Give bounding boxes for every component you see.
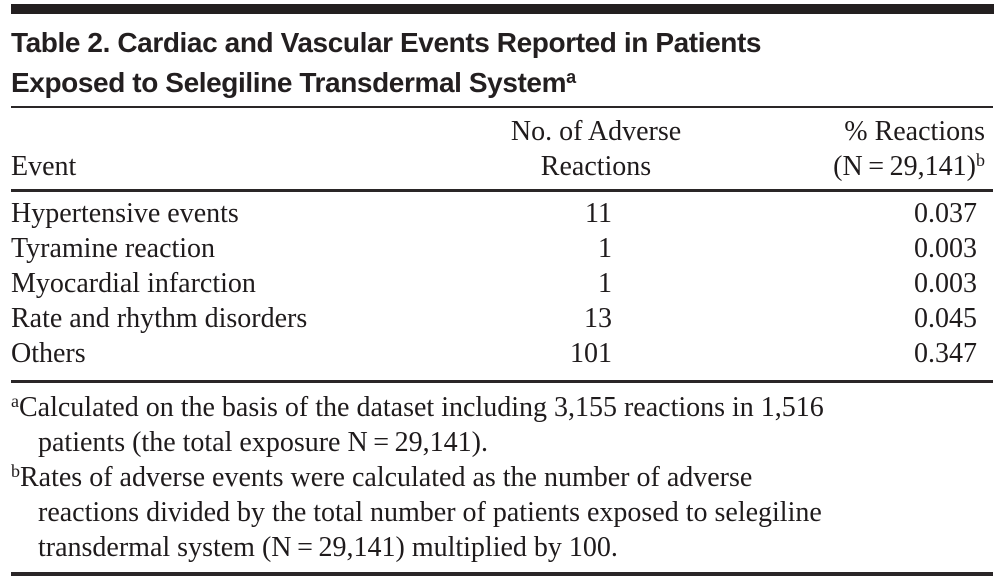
pct-cell: 0.003 (914, 268, 977, 299)
pct-cell: 0.347 (914, 338, 977, 369)
pct-cell: 0.045 (914, 303, 977, 334)
footnote-b: bRates of adverse events were calculated… (11, 461, 822, 563)
pct-cell: 0.037 (914, 198, 977, 229)
footnotes: aCalculated on the basis of the dataset … (11, 390, 993, 565)
event-cell: Others (11, 338, 86, 369)
divider-above-footnotes (11, 380, 993, 383)
title-line-1: Table 2. Cardiac and Vascular Events Rep… (11, 27, 762, 58)
reactions-cell: 13 (584, 303, 612, 334)
column-header-adverse-reactions: No. of Adverse Reactions (510, 116, 682, 182)
event-cell: Rate and rhythm disorders (11, 303, 308, 334)
footnote-a: aCalculated on the basis of the dataset … (11, 391, 824, 458)
table-row: Tyramine reaction 1 0.003 (11, 231, 993, 266)
column-header-event: Event (11, 151, 77, 182)
title-line-2: Exposed to Selegiline Transdermal System… (11, 67, 576, 98)
header-superscript: b (976, 150, 985, 170)
table-row: Others 101 0.347 (11, 336, 993, 371)
top-rule-bar (11, 4, 994, 14)
table-body: Hypertensive events 11 0.037 Tyramine re… (0, 196, 1004, 371)
reactions-cell: 11 (585, 198, 612, 229)
table-row: Hypertensive events 11 0.037 (11, 196, 993, 231)
footnote-a-marker: a (11, 391, 19, 411)
column-header-pct-reactions: % Reactions (N = 29,141)b (833, 116, 985, 182)
table-title: Table 2. Cardiac and Vascular Events Rep… (11, 23, 993, 103)
table-row: Rate and rhythm disorders 13 0.045 (11, 301, 993, 336)
divider-under-header (11, 189, 993, 192)
bottom-rule-bar (11, 572, 993, 576)
reactions-cell: 1 (598, 268, 612, 299)
event-cell: Hypertensive events (11, 198, 239, 229)
table-row: Myocardial infarction 1 0.003 (11, 266, 993, 301)
footnote-b-marker: b (11, 461, 20, 481)
title-superscript: a (566, 67, 576, 87)
reactions-cell: 101 (570, 338, 612, 369)
divider-under-title (11, 106, 993, 108)
pct-cell: 0.003 (914, 233, 977, 264)
reactions-cell: 1 (598, 233, 612, 264)
table-header-row: Event No. of Adverse Reactions % Reactio… (11, 114, 993, 184)
event-cell: Tyramine reaction (11, 233, 216, 264)
event-cell: Myocardial infarction (11, 268, 256, 299)
